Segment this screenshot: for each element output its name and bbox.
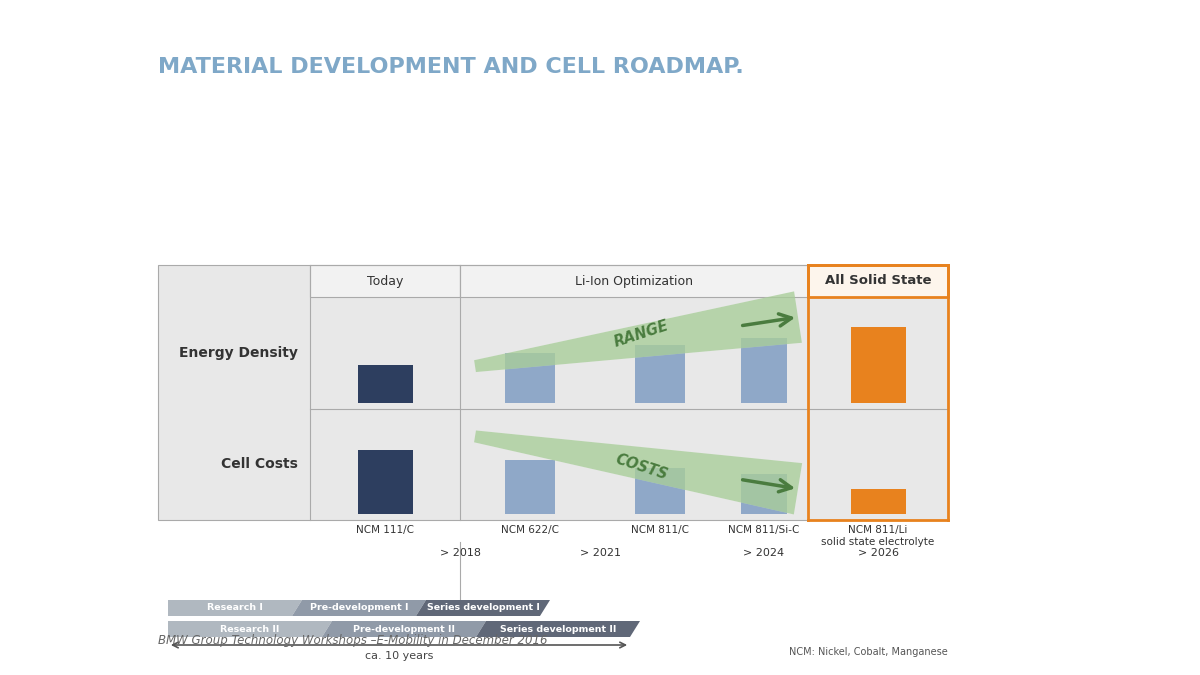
Polygon shape (474, 431, 802, 514)
Text: Pre-development I: Pre-development I (310, 603, 408, 612)
Text: MATERIAL DEVELOPMENT AND CELL ROADMAP.: MATERIAL DEVELOPMENT AND CELL ROADMAP. (158, 57, 744, 77)
Polygon shape (292, 600, 426, 616)
Text: ca. 10 years: ca. 10 years (365, 651, 433, 661)
Text: RANGE: RANGE (612, 318, 671, 350)
Text: COSTS: COSTS (613, 452, 670, 483)
Polygon shape (474, 292, 802, 372)
Text: > 2024: > 2024 (744, 548, 785, 558)
Text: NCM 622/C: NCM 622/C (502, 525, 559, 535)
Bar (851, 489, 906, 514)
Bar (460, 265, 808, 297)
Bar (505, 460, 554, 514)
Text: NCM 811/Li
solid state electrolyte: NCM 811/Li solid state electrolyte (821, 525, 935, 547)
Bar (808, 265, 948, 297)
Text: Pre-development II: Pre-development II (353, 624, 455, 634)
Text: > 2018: > 2018 (439, 548, 480, 558)
Text: Research II: Research II (221, 624, 280, 634)
Polygon shape (474, 431, 802, 514)
Bar (505, 354, 554, 402)
Polygon shape (322, 621, 486, 637)
Bar (358, 450, 413, 514)
Bar (310, 265, 460, 297)
Polygon shape (168, 621, 332, 637)
Bar (742, 338, 787, 402)
Polygon shape (168, 600, 302, 616)
Text: All Solid State: All Solid State (824, 275, 931, 288)
Text: NCM 111/C: NCM 111/C (356, 525, 414, 535)
Polygon shape (476, 621, 640, 637)
Bar (158, 265, 948, 520)
Text: NCM 811/Si-C: NCM 811/Si-C (728, 525, 799, 535)
Text: NCM: Nickel, Cobalt, Manganese: NCM: Nickel, Cobalt, Manganese (790, 647, 948, 657)
Bar (851, 327, 906, 402)
Text: Li-Ion Optimization: Li-Ion Optimization (575, 275, 694, 288)
Text: > 2021: > 2021 (580, 548, 620, 558)
Bar (358, 365, 413, 402)
Text: Energy Density: Energy Density (179, 346, 298, 360)
Bar (158, 265, 948, 520)
Polygon shape (416, 600, 550, 616)
Polygon shape (474, 292, 802, 372)
Text: BMW Group Technology Workshops –E-Mobility in December 2016: BMW Group Technology Workshops –E-Mobili… (158, 634, 547, 647)
Text: > 2026: > 2026 (858, 548, 899, 558)
Text: Research I: Research I (208, 603, 263, 612)
Bar (742, 474, 787, 514)
Text: Series development I: Series development I (426, 603, 540, 612)
Bar (635, 344, 685, 402)
Text: NCM 811/C: NCM 811/C (631, 525, 689, 535)
Bar (635, 468, 685, 514)
Text: Series development II: Series development II (500, 624, 616, 634)
Text: Today: Today (367, 275, 403, 288)
Text: Cell Costs: Cell Costs (221, 457, 298, 471)
